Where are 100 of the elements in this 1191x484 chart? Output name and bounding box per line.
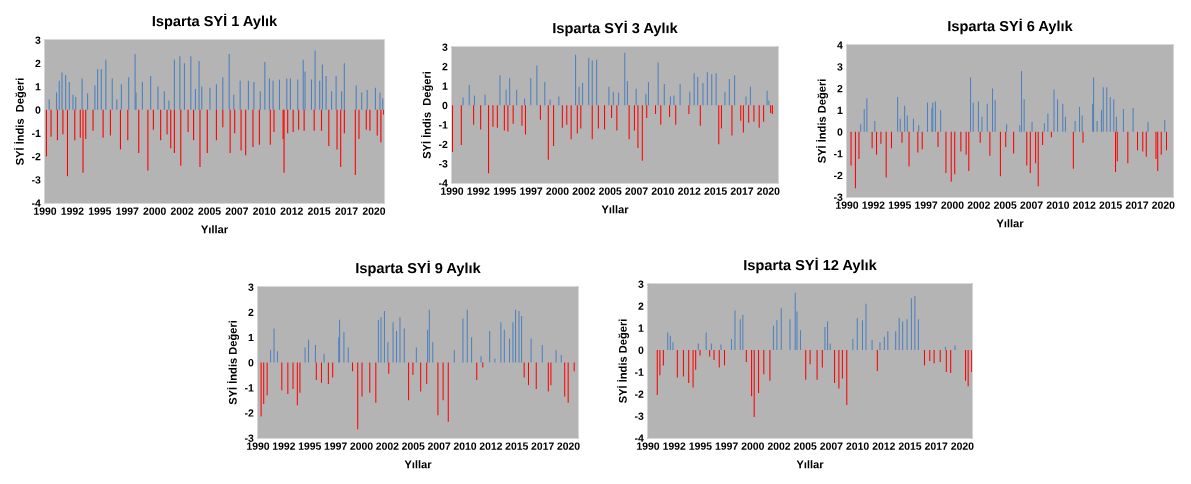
y-tick-label: 1 <box>248 333 254 342</box>
x-tick-label: 2020 <box>1152 201 1175 209</box>
y-tick-label: -2 <box>31 152 41 161</box>
x-tick-label: 2002 <box>767 442 791 450</box>
chart-title: Isparta SYİ 12 Aylık <box>744 257 877 274</box>
chart-title: Isparta SYİ 6 Aylık <box>948 18 1073 35</box>
x-tick-label: 1992 <box>663 442 686 450</box>
y-tick-label: 2 <box>248 308 254 316</box>
chart-title: Isparta SYİ 1 Aylık <box>152 13 278 30</box>
x-tick-label: 2010 <box>846 442 869 450</box>
x-tick-label: 2000 <box>741 442 764 450</box>
x-tick-label: 2020 <box>951 442 974 450</box>
x-tick-label: 2002 <box>376 442 399 450</box>
y-tick-label: -1 <box>634 368 644 376</box>
x-axis-title: Yıllar <box>796 460 824 469</box>
x-axis-title: Yıllar <box>601 205 629 214</box>
x-tick-label: 1995 <box>88 207 112 215</box>
y-axis-title: SYİ İndis Değeri <box>816 79 829 163</box>
y-tick-label: -3 <box>244 434 254 442</box>
y-tick-label: 1 <box>638 324 644 332</box>
x-tick-label: 1995 <box>888 201 912 209</box>
y-tick-label: -2 <box>244 409 254 417</box>
x-tick-label: 2005 <box>993 201 1017 209</box>
y-tick-label: -3 <box>634 412 644 420</box>
chart-title: Isparta SYİ 9 Aylık <box>356 260 481 277</box>
y-tick-label: 3 <box>837 63 843 71</box>
y-tick-label: -3 <box>833 193 843 201</box>
x-tick-label: 1992 <box>467 187 490 195</box>
y-tick-label: 2 <box>442 62 448 71</box>
x-tick-label: 2007 <box>625 187 648 195</box>
y-tick-label: -2 <box>438 140 448 148</box>
x-tick-label: 1990 <box>637 442 660 450</box>
x-tick-label: 2007 <box>225 207 249 215</box>
x-tick-label: 2005 <box>402 442 425 450</box>
y-tick-label: 3 <box>35 36 41 44</box>
y-axis-title: SYİ İndis Değeri <box>14 78 27 166</box>
x-tick-label: 2010 <box>453 442 477 450</box>
x-tick-label: 1990 <box>247 442 270 450</box>
x-tick-label: 2017 <box>335 207 358 215</box>
x-tick-label: 2010 <box>651 187 675 195</box>
y-tick-label: -4 <box>634 434 644 442</box>
x-tick-label: 2000 <box>546 187 569 195</box>
y-tick-label: -2 <box>833 171 843 180</box>
x-tick-label: 2010 <box>1046 201 1070 209</box>
x-tick-label: 2020 <box>757 187 780 195</box>
y-tick-label: -3 <box>31 176 41 184</box>
x-tick-label: 2005 <box>598 187 622 195</box>
x-tick-label: 2007 <box>1020 201 1043 209</box>
x-tick-label: 1990 <box>441 187 464 195</box>
x-tick-label: 1990 <box>836 201 859 209</box>
x-tick-label: 2012 <box>678 187 701 195</box>
y-tick-label: -4 <box>438 179 448 187</box>
x-axis-title: Yıllar <box>996 219 1024 228</box>
x-tick-label: 1995 <box>689 442 712 450</box>
x-tick-label: 2012 <box>1073 201 1096 209</box>
y-tick-label: 3 <box>638 280 644 288</box>
x-tick-label: 2015 <box>505 442 529 450</box>
y-tick-label: -1 <box>438 121 448 129</box>
x-tick-label: 2007 <box>427 442 451 450</box>
y-tick-label: -3 <box>438 160 448 168</box>
x-tick-label: 2015 <box>307 207 331 215</box>
x-tick-label: 1997 <box>116 207 139 215</box>
y-tick-label: 1 <box>442 82 448 90</box>
x-tick-label: 2002 <box>170 207 194 215</box>
x-tick-label: 1992 <box>61 207 84 215</box>
y-tick-label: 1 <box>35 83 41 91</box>
y-tick-label: -1 <box>244 384 254 392</box>
x-tick-label: 2015 <box>704 187 727 195</box>
y-tick-label: 1 <box>837 106 843 114</box>
y-tick-label: 2 <box>35 59 41 68</box>
x-tick-label: 1997 <box>324 442 347 450</box>
x-tick-label: 2015 <box>898 442 922 450</box>
x-tick-label: 1992 <box>272 442 296 450</box>
x-tick-label: 1992 <box>862 201 885 209</box>
x-tick-label: 2012 <box>280 207 303 215</box>
x-tick-label: 1997 <box>915 201 938 209</box>
x-tick-label: 1995 <box>493 187 517 195</box>
x-tick-label: 1990 <box>34 207 57 215</box>
x-tick-label: 2020 <box>557 442 580 450</box>
x-tick-label: 2017 <box>1125 201 1149 209</box>
x-tick-label: 2000 <box>350 442 373 450</box>
x-tick-label: 2015 <box>1099 201 1122 209</box>
y-tick-label: 0 <box>442 101 448 110</box>
y-tick-label: 0 <box>638 346 644 354</box>
y-tick-label: -4 <box>31 199 41 207</box>
x-tick-label: 2000 <box>143 207 166 215</box>
y-tick-label: 3 <box>248 283 254 291</box>
x-tick-label: 2017 <box>531 442 554 450</box>
y-tick-label: -1 <box>833 150 843 158</box>
y-tick-label: 0 <box>248 359 254 367</box>
y-tick-label: 0 <box>35 106 41 114</box>
x-tick-label: 2012 <box>872 442 895 450</box>
x-tick-label: 1997 <box>715 442 738 450</box>
x-tick-label: 2010 <box>253 207 276 215</box>
x-tick-label: 2002 <box>572 187 595 195</box>
y-axis-title: SYİ İndis Değeri <box>421 71 434 159</box>
x-tick-label: 2000 <box>941 201 964 209</box>
x-tick-label: 2012 <box>479 442 503 450</box>
x-tick-label: 2005 <box>793 442 817 450</box>
x-axis-title: Yıllar <box>201 225 228 234</box>
